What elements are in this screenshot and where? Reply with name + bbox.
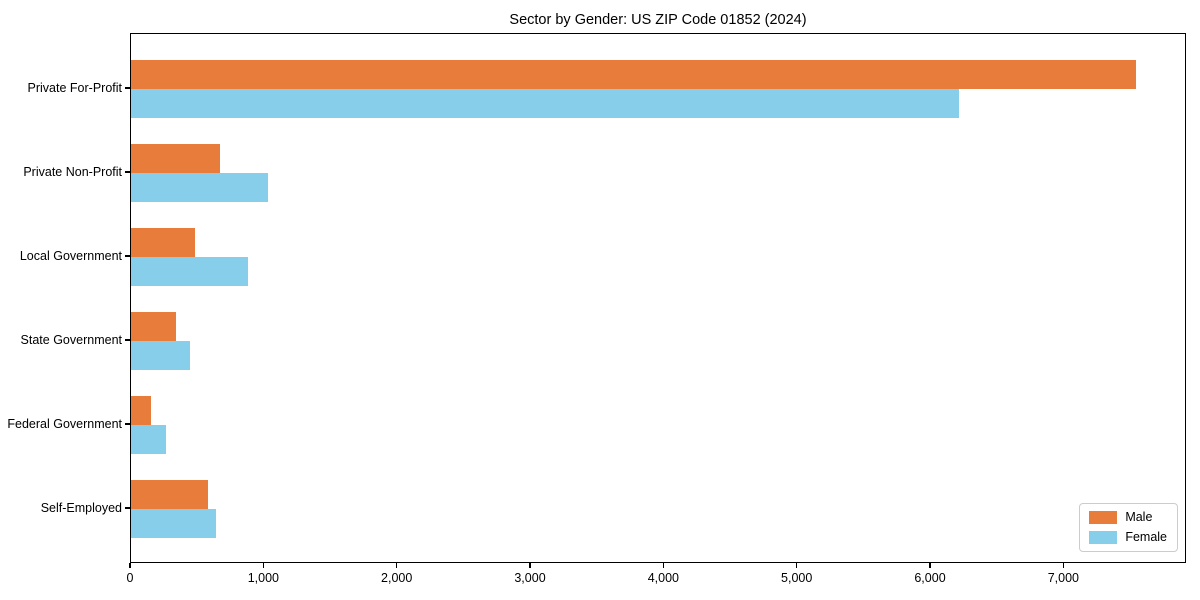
- x-axis-tick-label: 6,000: [914, 571, 946, 585]
- legend-swatch-female: [1089, 531, 1118, 544]
- legend-label-male: Male: [1125, 510, 1153, 525]
- plot-area: Male Female: [130, 33, 1186, 563]
- x-axis-tick: [129, 563, 131, 568]
- y-axis-tick: [125, 339, 130, 341]
- legend-label-female: Female: [1125, 530, 1167, 545]
- x-axis-tick-label: 2,000: [381, 571, 413, 585]
- legend-item-female: Female: [1089, 531, 1167, 544]
- x-axis-tick: [262, 563, 265, 568]
- x-axis-tick-label: 0: [126, 571, 134, 585]
- chart-title: Sector by Gender: US ZIP Code 01852 (202…: [509, 12, 807, 28]
- x-axis-tick-label: 3,000: [514, 571, 546, 585]
- legend-swatch-male: [1089, 511, 1118, 524]
- y-category-label-1: Private Non-Profit: [23, 165, 122, 179]
- x-axis-tick: [395, 563, 398, 568]
- y-category-label-5: Self-Employed: [40, 501, 122, 515]
- bar-female-0: [131, 89, 959, 118]
- x-axis-tick-label: 4,000: [647, 571, 679, 585]
- bar-female-4: [131, 425, 166, 454]
- x-axis-tick: [795, 563, 798, 568]
- bar-female-3: [131, 341, 190, 370]
- y-category-label-0: Private For-Profit: [27, 81, 122, 95]
- x-axis-tick: [662, 563, 665, 568]
- y-axis-tick: [125, 171, 130, 173]
- bar-male-4: [131, 396, 151, 425]
- bar-male-5: [131, 480, 208, 509]
- x-axis-tick-label: 5,000: [781, 571, 813, 585]
- legend: Male Female: [1079, 503, 1178, 552]
- bar-female-5: [131, 509, 216, 538]
- bar-male-3: [131, 312, 176, 341]
- x-axis-tick-label: 1,000: [247, 571, 279, 585]
- y-category-label-4: Federal Government: [7, 417, 122, 431]
- y-axis-tick: [125, 423, 130, 425]
- y-axis-tick: [125, 87, 130, 89]
- x-axis-tick: [529, 563, 531, 568]
- x-axis-tick: [1062, 563, 1065, 568]
- x-axis-tick-label: 7,000: [1047, 571, 1079, 585]
- legend-item-male: Male: [1089, 511, 1167, 524]
- bar-male-2: [131, 228, 195, 257]
- x-axis-tick: [929, 563, 931, 568]
- bar-male-1: [131, 144, 220, 173]
- bar-male-0: [131, 60, 1136, 89]
- bar-female-2: [131, 257, 248, 286]
- y-axis-tick: [125, 507, 130, 509]
- bar-female-1: [131, 173, 268, 202]
- y-axis-tick: [125, 255, 130, 257]
- y-category-label-2: Local Government: [19, 249, 122, 263]
- y-category-label-3: State Government: [20, 333, 122, 347]
